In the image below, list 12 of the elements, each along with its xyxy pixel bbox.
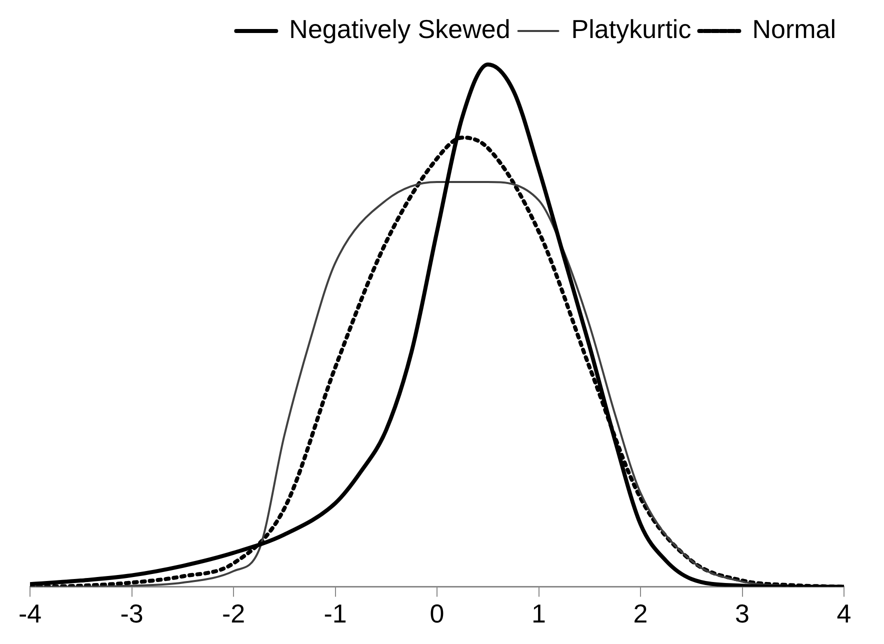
legend-label: Normal <box>752 14 836 44</box>
x-tick-label: 2 <box>633 598 648 629</box>
x-tick-label: 1 <box>532 598 546 629</box>
x-tick-label: -2 <box>222 598 246 629</box>
x-tick-label: -4 <box>18 598 42 629</box>
x-tick-label: -1 <box>324 598 347 629</box>
legend-label: Negatively Skewed <box>289 14 510 44</box>
x-tick-label: 4 <box>836 598 852 629</box>
legend-label: Platykurtic <box>571 14 692 44</box>
x-tick-label: 0 <box>430 598 444 629</box>
x-tick-label: 3 <box>735 598 750 629</box>
x-tick-label: -3 <box>120 598 144 629</box>
